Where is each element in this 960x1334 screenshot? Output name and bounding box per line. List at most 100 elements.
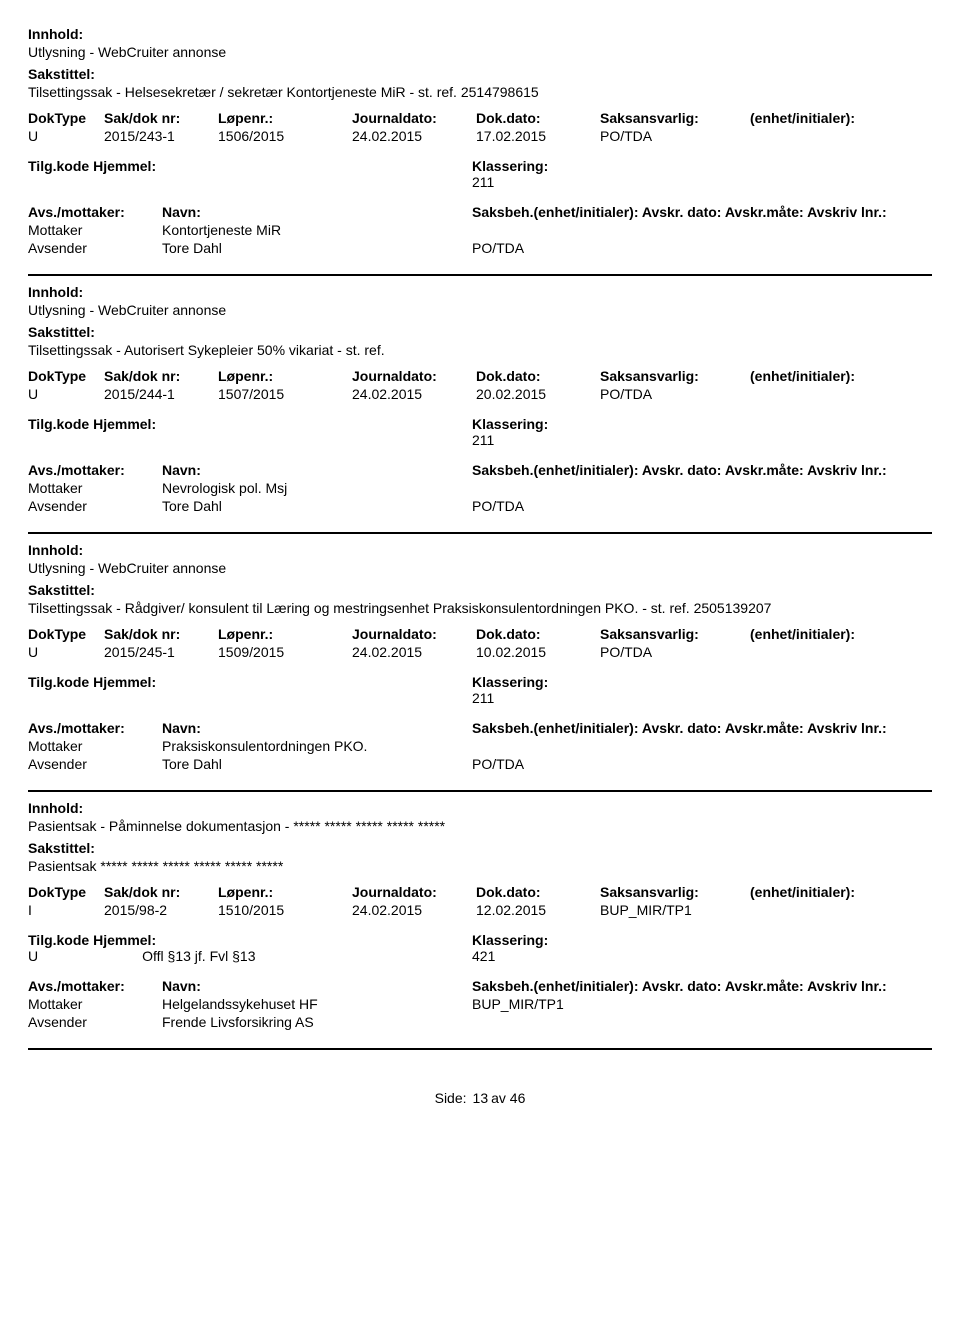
journal-entry: Innhold:Utlysning - WebCruiter annonseSa… xyxy=(28,26,932,276)
klassering-label: Klassering: xyxy=(472,158,932,174)
party-code xyxy=(472,1014,932,1030)
party-code: PO/TDA xyxy=(472,240,932,256)
doktype-value: I xyxy=(28,902,104,918)
record-value-row: U2015/245-11509/201524.02.201510.02.2015… xyxy=(28,644,932,660)
klassering-value: 211 xyxy=(472,432,932,448)
lopenr-header: Løpenr.: xyxy=(218,626,352,642)
saksbeh-header: Saksbeh.(enhet/initialer): Avskr. dato: … xyxy=(472,204,932,220)
page-footer: Side:13av 46 xyxy=(28,1090,932,1106)
journaldato-header: Journaldato: xyxy=(352,368,476,384)
tilg-left: Tilg.kode Hjemmel: xyxy=(28,674,472,706)
doktype-value: U xyxy=(28,386,104,402)
saksansvarlig-value: BUP_MIR/TP1 xyxy=(600,902,750,918)
innhold-label: Innhold: xyxy=(28,542,932,558)
journaldato-value: 24.02.2015 xyxy=(352,902,476,918)
klassering-value: 211 xyxy=(472,690,932,706)
navn-label: Navn: xyxy=(162,462,472,478)
party-name: Nevrologisk pol. Msj xyxy=(162,480,472,496)
tilg-row: Tilg.kode Hjemmel:Klassering:211 xyxy=(28,416,932,448)
innhold-label: Innhold: xyxy=(28,284,932,300)
journal-entry: Innhold: Utlysning - WebCruiter annonse Sa… xyxy=(28,284,932,534)
enhet-value xyxy=(750,902,932,918)
party-row: AvsenderFrende Livsforsikring AS xyxy=(28,1014,932,1030)
tilgkode-label: Tilg.kode xyxy=(28,416,89,432)
party-role: Avsender xyxy=(28,498,162,514)
doktype-value: U xyxy=(28,644,104,660)
innhold-value: Utlysning - WebCruiter annonse xyxy=(28,302,932,318)
party-role: Avsender xyxy=(28,1014,162,1030)
party-code xyxy=(472,480,932,496)
party-row: MottakerKontortjeneste MiR xyxy=(28,222,932,238)
party-code: BUP_MIR/TP1 xyxy=(472,996,932,1012)
sakstittel-value: Pasientsak ***** ***** ***** ***** *****… xyxy=(28,858,932,874)
dokdato-header: Dok.dato: xyxy=(476,368,600,384)
sakdok-value: 2015/243-1 xyxy=(104,128,218,144)
journal-entry: Innhold: Utlysning - WebCruiter annonse Sa… xyxy=(28,542,932,792)
lopenr-header: Løpenr.: xyxy=(218,368,352,384)
lopenr-header: Løpenr.: xyxy=(218,110,352,126)
av-label: av xyxy=(491,1090,506,1106)
saksansvarlig-value: PO/TDA xyxy=(600,128,750,144)
klassering-value: 421 xyxy=(472,948,932,964)
enhet-value xyxy=(750,644,932,660)
saksansvarlig-header: Saksansvarlig: xyxy=(600,626,750,642)
tilg-left: Tilg.kode Hjemmel: xyxy=(28,158,472,190)
party-header-row: Avs./mottaker:Navn:Saksbeh.(enhet/initia… xyxy=(28,720,932,736)
party-role: Avsender xyxy=(28,756,162,772)
page-current: 13 xyxy=(473,1090,489,1106)
sakdok-header: Sak/dok nr: xyxy=(104,884,218,900)
party-role: Mottaker xyxy=(28,222,162,238)
party-code: PO/TDA xyxy=(472,756,932,772)
record-value-row: U2015/243-11506/201524.02.201517.02.2015… xyxy=(28,128,932,144)
side-label: Side: xyxy=(435,1090,467,1106)
party-code xyxy=(472,738,932,754)
saksbeh-header: Saksbeh.(enhet/initialer): Avskr. dato: … xyxy=(472,978,932,994)
innhold-label: Innhold: xyxy=(28,26,932,42)
tilgkode-label: Tilg.kode xyxy=(28,932,89,948)
party-role: Mottaker xyxy=(28,996,162,1012)
party-header-row: Avs./mottaker:Navn:Saksbeh.(enhet/initia… xyxy=(28,978,932,994)
innhold-value: Pasientsak - Påminnelse dokumentasjon - … xyxy=(28,818,932,834)
saksansvarlig-header: Saksansvarlig: xyxy=(600,368,750,384)
sakstittel-label: Sakstittel: xyxy=(28,66,932,82)
party-role: Avsender xyxy=(28,240,162,256)
party-row: MottakerNevrologisk pol. Msj xyxy=(28,480,932,496)
record-header-row: DokTypeSak/dok nr:Løpenr.:Journaldato:Do… xyxy=(28,884,932,900)
innhold-value: Utlysning - WebCruiter annonse xyxy=(28,560,932,576)
party-role: Mottaker xyxy=(28,480,162,496)
journaldato-header: Journaldato: xyxy=(352,884,476,900)
journal-entry: Innhold:Pasientsak - Påminnelse dokument… xyxy=(28,800,932,1050)
avsmottaker-label: Avs./mottaker: xyxy=(28,462,162,478)
tilg-hjemmel-value: UOffl §13 jf. Fvl §13 xyxy=(28,948,472,964)
party-name: Tore Dahl xyxy=(162,498,472,514)
navn-label: Navn: xyxy=(162,978,472,994)
dokdato-header: Dok.dato: xyxy=(476,884,600,900)
hjemmel-label: Hjemmel: xyxy=(89,674,156,690)
dokdato-value: 20.02.2015 xyxy=(476,386,600,402)
klassering-label: Klassering: xyxy=(472,932,932,948)
navn-label: Navn: xyxy=(162,204,472,220)
enhet-value xyxy=(750,128,932,144)
tilg-right: Klassering:211 xyxy=(472,416,932,448)
record-value-row: I2015/98-21510/201524.02.201512.02.2015B… xyxy=(28,902,932,918)
party-row: AvsenderTore DahlPO/TDA xyxy=(28,498,932,514)
sakstittel-value: Tilsettingssak - Rådgiver/ konsulent til… xyxy=(28,600,932,616)
tilg-right: Klassering:211 xyxy=(472,674,932,706)
lopenr-value: 1510/2015 xyxy=(218,902,352,918)
klassering-value: 211 xyxy=(472,174,932,190)
record-header-row: DokTypeSak/dok nr:Løpenr.:Journaldato:Do… xyxy=(28,110,932,126)
party-name: Kontortjeneste MiR xyxy=(162,222,472,238)
tilgkode-hjemmel-label: Tilg.kode Hjemmel: xyxy=(28,416,472,432)
doktype-header: DokType xyxy=(28,368,104,384)
party-name: Helgelandssykehuset HF xyxy=(162,996,472,1012)
sakdok-value: 2015/244-1 xyxy=(104,386,218,402)
party-role: Mottaker xyxy=(28,738,162,754)
saksbeh-header: Saksbeh.(enhet/initialer): Avskr. dato: … xyxy=(472,720,932,736)
doktype-value: U xyxy=(28,128,104,144)
dokdato-value: 10.02.2015 xyxy=(476,644,600,660)
journaldato-value: 24.02.2015 xyxy=(352,128,476,144)
sakstittel-label: Sakstittel: xyxy=(28,582,932,598)
doktype-header: DokType xyxy=(28,110,104,126)
saksansvarlig-header: Saksansvarlig: xyxy=(600,110,750,126)
sakstittel-value: Tilsettingssak - Helsesekretær / sekretæ… xyxy=(28,84,932,100)
